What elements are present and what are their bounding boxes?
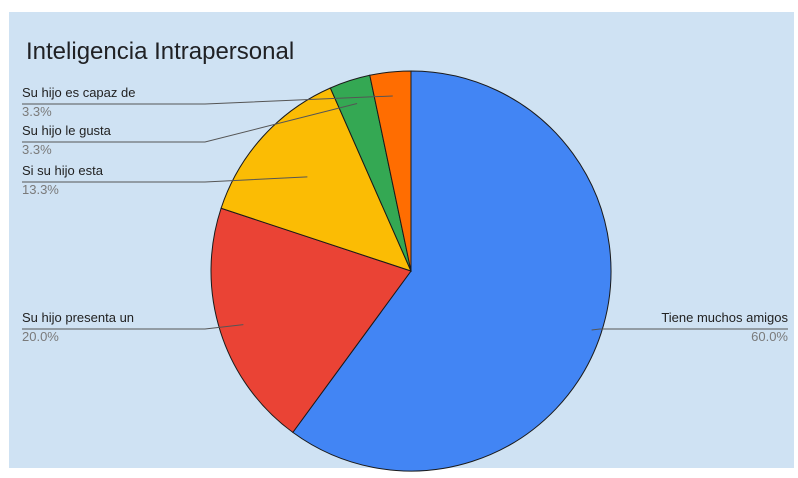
- slice-label-su-hijo-es-capaz-de: Su hijo es capaz de: [22, 85, 135, 100]
- leader-line-su-hijo-es-capaz-de: [22, 95, 393, 105]
- slice-percent-su-hijo-presenta-un: 20.0%: [22, 329, 59, 344]
- slice-label-su-hijo-le-gusta: Su hijo le gusta: [22, 123, 112, 138]
- pie-slices: [210, 70, 612, 472]
- slice-percent-tiene-muchos-amigos: 60.0%: [751, 329, 788, 344]
- leader-line-su-hijo-le-gusta: [22, 102, 358, 143]
- leader-line-si-su-hijo-esta: [22, 176, 308, 183]
- pie-slice-tiene-muchos-amigos[interactable]: [292, 70, 612, 472]
- pie-slice-su-hijo-presenta-un[interactable]: [210, 207, 412, 434]
- slice-percent-su-hijo-le-gusta: 3.3%: [22, 142, 52, 157]
- slice-label-tiene-muchos-amigos: Tiene muchos amigos: [661, 310, 788, 325]
- pie-slice-su-hijo-es-capaz-de[interactable]: [369, 70, 412, 272]
- slice-percent-su-hijo-es-capaz-de: 3.3%: [22, 104, 52, 119]
- pie-labels: Tiene muchos amigos 60.0% Su hijo presenta…: [22, 85, 788, 344]
- slice-percent-si-su-hijo-esta: 13.3%: [22, 182, 59, 197]
- leader-line-tiene-muchos-amigos: [591, 328, 788, 331]
- slice-label-si-su-hijo-esta: Si su hijo esta: [22, 163, 104, 178]
- leader-line-su-hijo-presenta-un: [22, 324, 244, 330]
- slice-label-su-hijo-presenta-un: Su hijo presenta un: [22, 310, 134, 325]
- chart-title: Inteligencia Intrapersonal: [26, 38, 295, 65]
- pie-slice-si-su-hijo-esta[interactable]: [220, 87, 412, 272]
